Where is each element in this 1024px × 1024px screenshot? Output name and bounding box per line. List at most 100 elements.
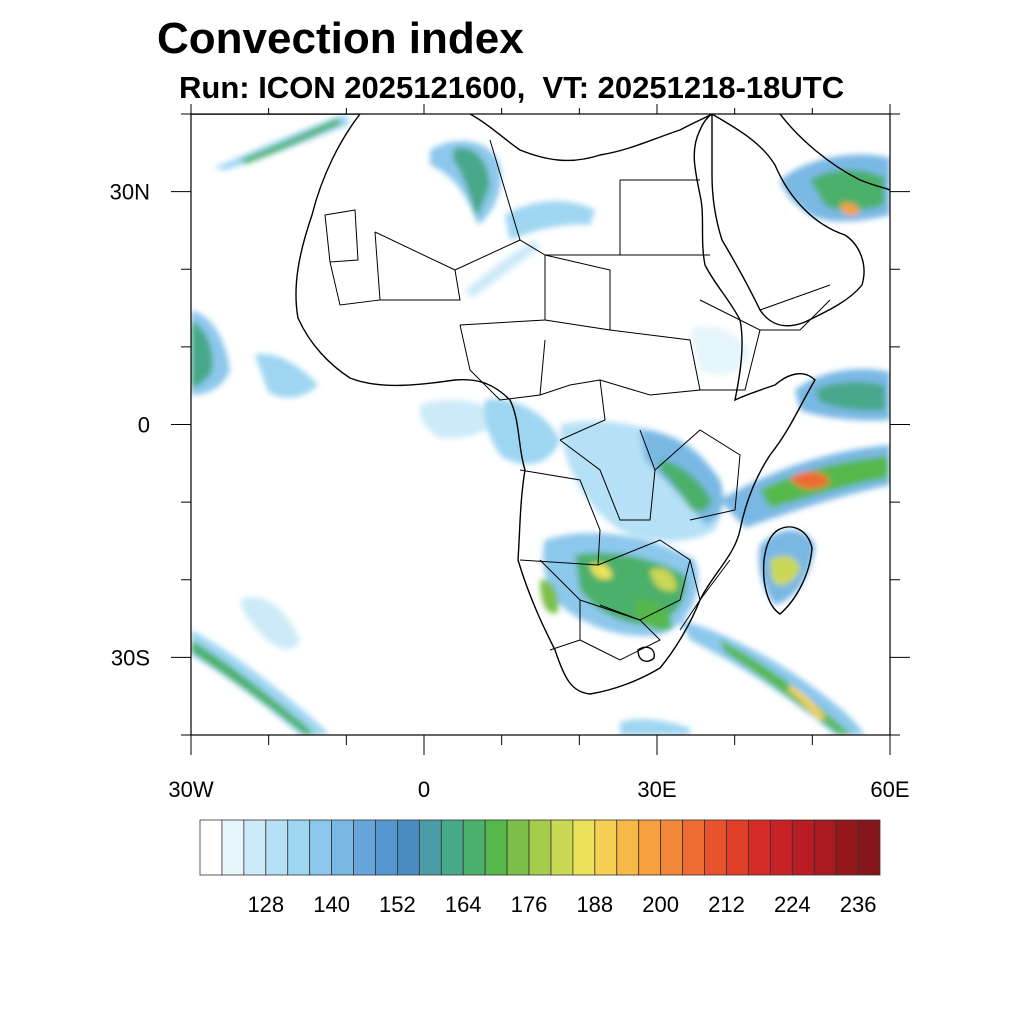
- colorbar-box: [572, 819, 596, 876]
- field-tanzania-core: [660, 460, 712, 512]
- field-south-tip: [620, 719, 690, 735]
- x-tick-label-60e: 60E: [870, 777, 909, 802]
- y-tick-labels: 30N 0 30S: [110, 180, 150, 671]
- colorbar-box: [506, 819, 530, 876]
- border-egypt: [620, 179, 710, 256]
- field-med-band-core: [240, 118, 341, 164]
- x-tick-label-0: 0: [418, 777, 430, 802]
- border-ethiopia: [699, 299, 761, 391]
- field-satl-plume: [240, 596, 300, 650]
- field-madagascar-core: [770, 555, 800, 586]
- field-zambia-peak2: [650, 568, 677, 592]
- colorbar-tick-label: 152: [379, 892, 416, 917]
- field-gulf-core: [810, 169, 885, 212]
- field-sahara-streak: [465, 240, 540, 298]
- border-mauritania: [329, 231, 381, 306]
- colorbar-box: [265, 819, 289, 876]
- colorbar-box: [769, 819, 793, 876]
- y-tick-label-30n: 30N: [110, 180, 150, 205]
- border-car: [539, 379, 606, 441]
- map-subtitle: Run: ICON 2025121600, VT: 20251218-18UTC: [179, 70, 845, 105]
- colorbar-box: [418, 819, 442, 876]
- colorbar-box: [835, 819, 859, 876]
- border-angola: [519, 469, 601, 566]
- x-tick-labels: 30W 0 30E 60E: [168, 777, 909, 802]
- field-mozchannel-peak: [788, 685, 826, 720]
- colorbar-box: [353, 819, 376, 876]
- field-atlantic-plume: [255, 354, 318, 398]
- colorbar-tick-labels: 128 140 152 164 176 188 200 212 224 236: [247, 892, 876, 917]
- colorbar-tick-label: 212: [708, 892, 745, 917]
- x-tick-label-30e: 30E: [637, 777, 676, 802]
- colorbar-box: [287, 819, 311, 876]
- field-algeria-core: [452, 147, 490, 218]
- colorbar-box: [243, 819, 267, 876]
- field-guinea: [419, 399, 500, 439]
- field-botswana-south: [635, 599, 672, 631]
- colorbar-tick-label: 128: [247, 892, 284, 917]
- border-botswana: [579, 599, 661, 661]
- border-namibia: [539, 559, 581, 651]
- colorbar-box: [528, 819, 552, 876]
- colorbar-tick-label: 188: [576, 892, 613, 917]
- colorbar-tick-label: 236: [840, 892, 877, 917]
- coast-arabia: [711, 114, 865, 327]
- border-yemen-oman: [759, 284, 831, 331]
- colorbar-box: [726, 819, 749, 876]
- colorbar-box: [484, 819, 508, 876]
- border-wsahara: [324, 209, 359, 263]
- colorbar-tick-label: 140: [313, 892, 350, 917]
- colorbar-box: [594, 819, 618, 876]
- border-chad: [544, 254, 611, 331]
- field-gabon: [484, 399, 560, 465]
- colorbar-box: [813, 819, 837, 876]
- coast-europe: [191, 114, 713, 162]
- colorbar-tick-label: 164: [445, 892, 482, 917]
- y-tick-label-0: 0: [138, 413, 150, 438]
- border-mali: [374, 231, 461, 301]
- plot-area: [191, 114, 890, 735]
- colorbar-box: [462, 819, 486, 876]
- colorbar-box: [309, 819, 333, 876]
- colorbar-box: [747, 819, 771, 876]
- field-ethiopia: [690, 326, 750, 375]
- y-tick-label-30s: 30S: [111, 645, 150, 670]
- colorbar-box: [704, 819, 727, 876]
- border-tanzania: [654, 429, 741, 521]
- colorbar-box: [199, 819, 223, 876]
- colorbar-box: [638, 819, 662, 876]
- field-zambia-peak1: [590, 563, 612, 580]
- field-satl-band: [191, 630, 330, 735]
- x-tick-label-30w: 30W: [168, 777, 213, 802]
- colorbar-box: [660, 819, 683, 876]
- colorbar-box: [331, 819, 354, 876]
- map-title: Convection index: [157, 14, 524, 63]
- field-io-band-peak: [790, 471, 830, 490]
- field-libya-streak: [505, 200, 595, 240]
- colorbar-box: [682, 819, 705, 876]
- colorbar-box: [616, 819, 640, 876]
- border-mozambique: [679, 559, 731, 631]
- colorbar-tick-label: 200: [642, 892, 679, 917]
- coast-iran: [779, 114, 890, 191]
- border-nigeria: [459, 324, 546, 401]
- colorbar-tick-label: 224: [774, 892, 811, 917]
- field-namibia-spots: [540, 579, 559, 614]
- colorbar-box: [857, 819, 881, 876]
- colorbar-box: [791, 819, 815, 876]
- coast-madagascar: [762, 526, 813, 615]
- colorbar: [199, 819, 881, 876]
- field-gulf-peak: [840, 202, 860, 216]
- coastlines: [191, 114, 890, 695]
- field-io-north-core: [815, 381, 885, 411]
- colorbar-tick-label: 176: [511, 892, 548, 917]
- colorbar-box: [397, 819, 420, 876]
- border-drc: [559, 429, 656, 521]
- coast-africa: [295, 114, 816, 695]
- field-satl-core: [191, 640, 315, 735]
- country-borders: [324, 139, 831, 661]
- field-atlantic-senegal-core: [191, 320, 213, 388]
- colorbar-box: [550, 819, 574, 876]
- colorbar-box: [440, 819, 464, 876]
